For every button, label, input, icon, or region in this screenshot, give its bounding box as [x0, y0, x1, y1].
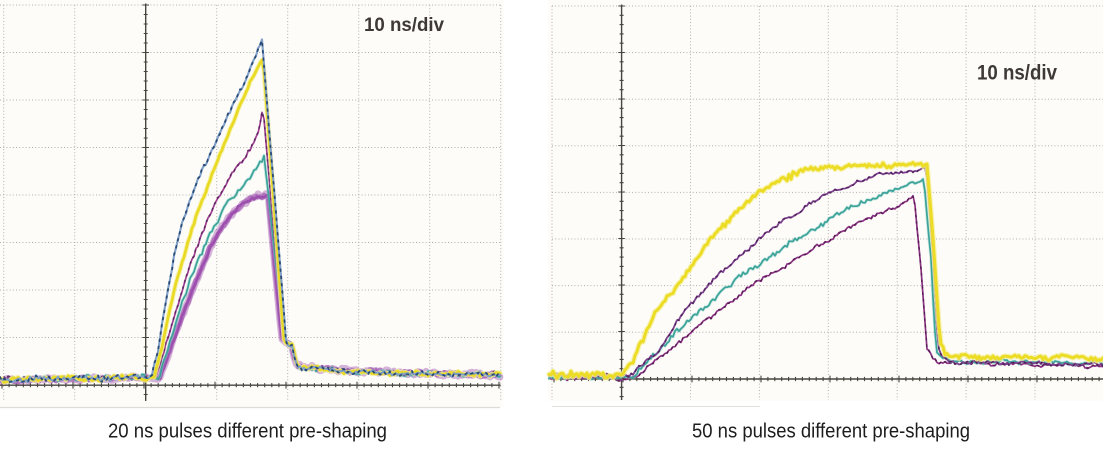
svg-text:10 ns/div: 10 ns/div	[364, 14, 444, 36]
svg-text:50 ns pulses different pre-sha: 50 ns pulses different pre-shaping	[692, 421, 970, 443]
svg-text:10 ns/div: 10 ns/div	[977, 62, 1057, 85]
svg-text:20 ns pulses different pre-sha: 20 ns pulses different pre-shaping	[108, 421, 387, 443]
